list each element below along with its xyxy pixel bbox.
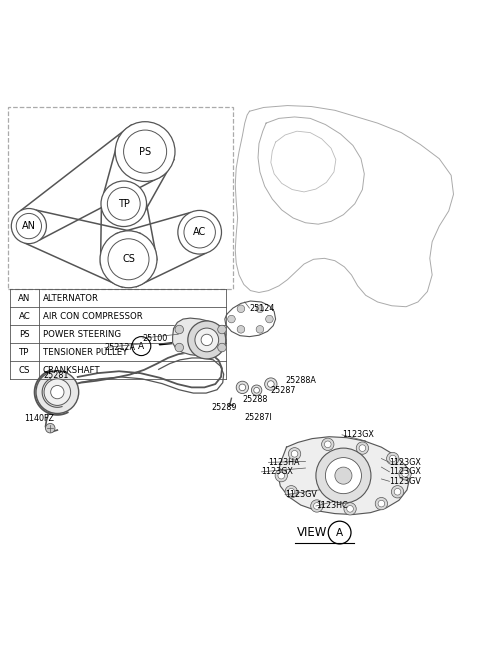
Text: PS: PS	[19, 330, 30, 339]
Text: 25287: 25287	[271, 386, 296, 395]
Circle shape	[228, 315, 235, 323]
Circle shape	[391, 486, 404, 498]
Circle shape	[347, 505, 353, 512]
Circle shape	[264, 378, 277, 390]
Circle shape	[316, 448, 371, 503]
Circle shape	[324, 441, 331, 447]
Circle shape	[237, 326, 245, 333]
Bar	[8, 107, 233, 289]
Circle shape	[267, 381, 274, 387]
Circle shape	[254, 387, 260, 393]
Text: POWER STEERING: POWER STEERING	[43, 330, 121, 339]
Text: 1123GV: 1123GV	[389, 477, 421, 486]
Circle shape	[16, 214, 41, 239]
Circle shape	[311, 500, 323, 512]
Circle shape	[256, 305, 264, 312]
Text: ALTERNATOR: ALTERNATOR	[43, 294, 98, 303]
Circle shape	[218, 343, 226, 352]
Text: AC: AC	[19, 312, 30, 321]
Circle shape	[265, 315, 273, 323]
Text: 1123GX: 1123GX	[389, 467, 421, 476]
Circle shape	[313, 503, 320, 509]
Text: PS: PS	[139, 146, 151, 157]
Text: AN: AN	[22, 221, 36, 231]
Circle shape	[108, 187, 140, 220]
Circle shape	[12, 208, 47, 244]
Circle shape	[402, 471, 408, 477]
Circle shape	[201, 334, 213, 345]
Polygon shape	[173, 318, 226, 356]
Text: VIEW: VIEW	[297, 526, 327, 539]
Circle shape	[175, 326, 183, 333]
Text: 25100: 25100	[143, 333, 168, 343]
Circle shape	[386, 452, 399, 465]
Text: A: A	[336, 528, 343, 538]
Circle shape	[356, 442, 369, 454]
Text: A: A	[138, 341, 144, 351]
Circle shape	[335, 467, 352, 484]
Text: 25288: 25288	[242, 395, 268, 404]
Circle shape	[101, 181, 146, 227]
Circle shape	[291, 451, 298, 457]
Text: 1123GX: 1123GX	[389, 458, 421, 467]
Text: 25287I: 25287I	[245, 413, 273, 422]
Circle shape	[237, 305, 245, 312]
Text: AC: AC	[193, 227, 206, 237]
Text: 1123HC: 1123HC	[316, 501, 348, 511]
Circle shape	[389, 455, 396, 462]
Text: CS: CS	[122, 254, 135, 264]
Text: CRANKSHAFT: CRANKSHAFT	[43, 366, 100, 375]
Text: 25289: 25289	[212, 403, 237, 413]
Circle shape	[322, 438, 334, 451]
Text: 1123HA: 1123HA	[268, 458, 300, 467]
Text: AN: AN	[18, 294, 31, 303]
Text: AIR CON COMPRESSOR: AIR CON COMPRESSOR	[43, 312, 143, 321]
Circle shape	[184, 217, 216, 248]
Text: 25281: 25281	[43, 372, 69, 380]
Circle shape	[359, 445, 366, 451]
Circle shape	[175, 343, 183, 352]
Circle shape	[278, 473, 285, 479]
Text: 1123GX: 1123GX	[261, 467, 293, 476]
Circle shape	[288, 488, 295, 495]
Circle shape	[394, 488, 401, 495]
Circle shape	[344, 503, 356, 515]
Circle shape	[325, 457, 361, 494]
Text: 1140FZ: 1140FZ	[24, 415, 54, 423]
Circle shape	[288, 447, 301, 460]
Circle shape	[218, 326, 226, 333]
Circle shape	[46, 424, 55, 433]
Circle shape	[399, 468, 411, 480]
Polygon shape	[278, 437, 410, 515]
Text: 25288A: 25288A	[285, 376, 316, 386]
Text: TENSIONER PULLEY: TENSIONER PULLEY	[43, 348, 127, 357]
Text: 25124: 25124	[250, 304, 275, 312]
Circle shape	[44, 379, 71, 405]
Circle shape	[285, 486, 298, 498]
Circle shape	[115, 122, 175, 181]
Text: TP: TP	[19, 348, 30, 357]
Text: 1123GV: 1123GV	[285, 490, 317, 499]
Circle shape	[178, 210, 221, 254]
Circle shape	[123, 130, 167, 173]
Circle shape	[256, 326, 264, 333]
Circle shape	[378, 500, 384, 507]
Circle shape	[375, 498, 387, 510]
Circle shape	[100, 231, 157, 288]
Circle shape	[188, 321, 226, 359]
Circle shape	[252, 385, 262, 395]
Circle shape	[275, 469, 288, 482]
Circle shape	[239, 384, 246, 391]
Circle shape	[51, 386, 64, 399]
Text: TP: TP	[118, 199, 130, 209]
Circle shape	[236, 381, 249, 393]
Circle shape	[108, 239, 149, 280]
Circle shape	[36, 371, 79, 413]
Circle shape	[195, 328, 219, 352]
Text: CS: CS	[19, 366, 30, 375]
Text: 1123GX: 1123GX	[342, 430, 374, 440]
Text: 25212A: 25212A	[105, 343, 136, 352]
